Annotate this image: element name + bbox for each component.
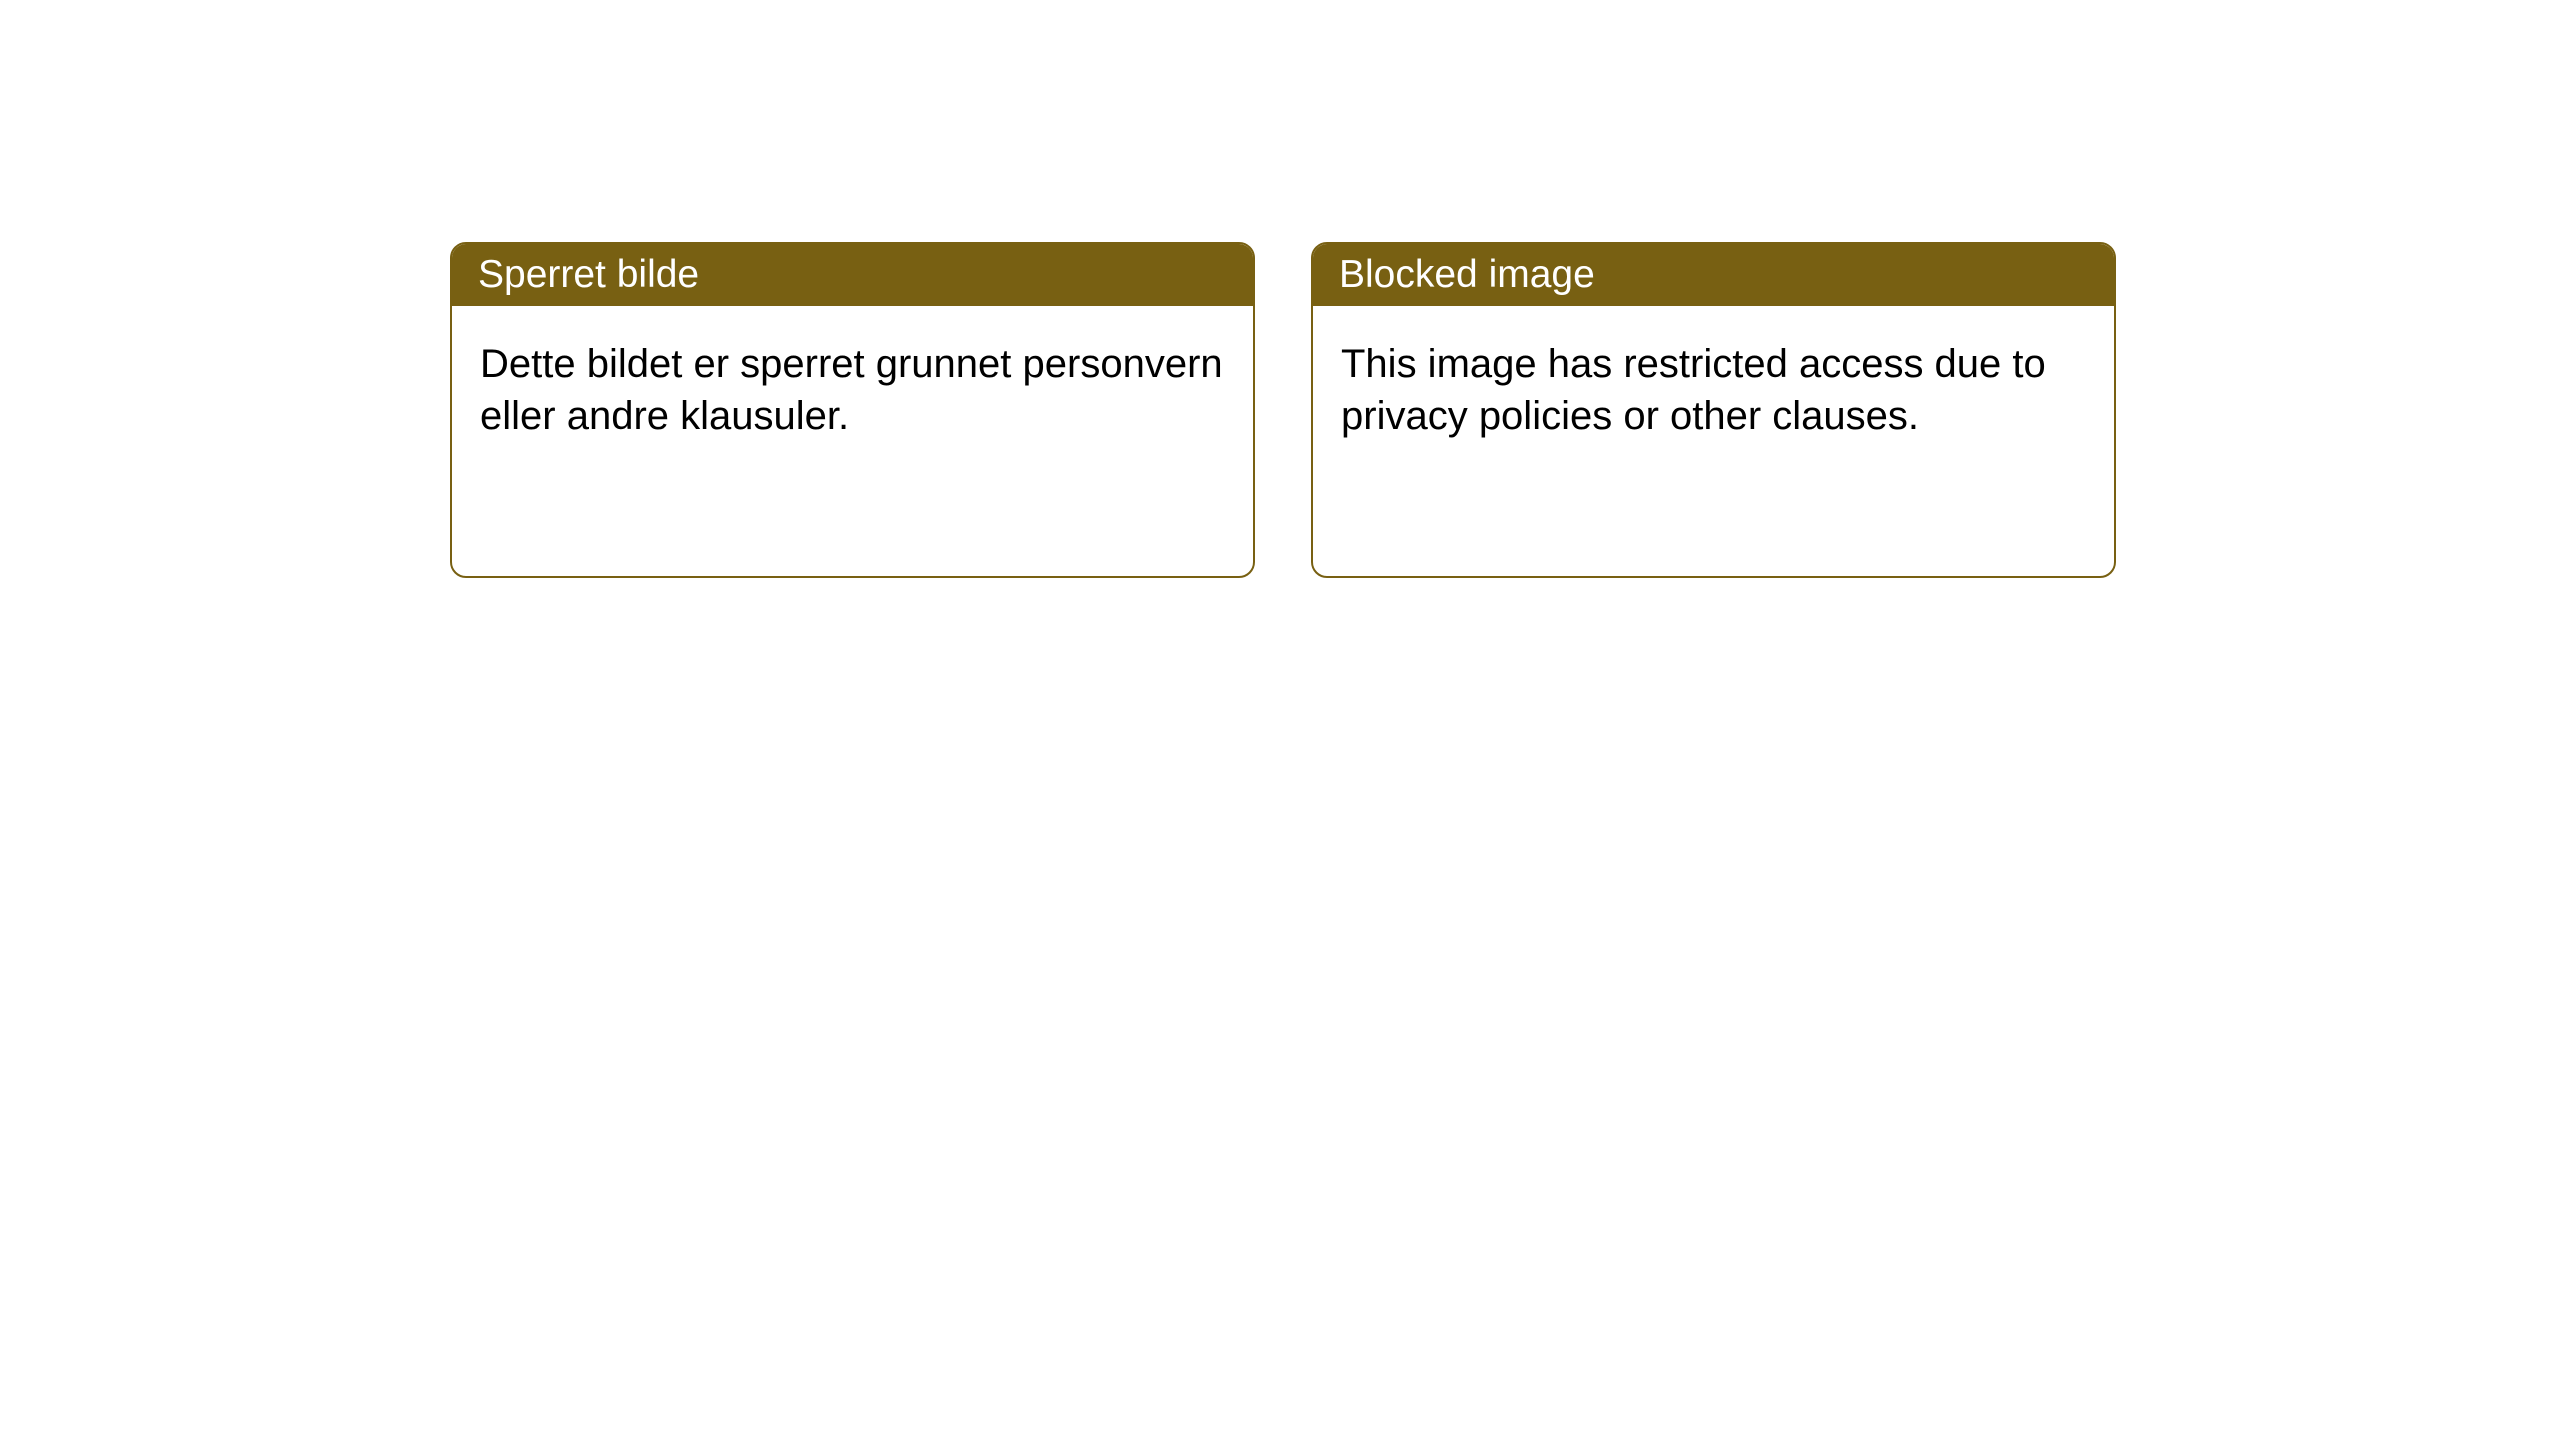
notice-body: This image has restricted access due to … xyxy=(1313,306,2114,474)
notice-message: This image has restricted access due to … xyxy=(1341,342,2046,438)
notice-title: Blocked image xyxy=(1339,253,1595,296)
notice-message: Dette bildet er sperret grunnet personve… xyxy=(480,342,1223,438)
notice-body: Dette bildet er sperret grunnet personve… xyxy=(452,306,1253,474)
notice-card-norwegian: Sperret bilde Dette bildet er sperret gr… xyxy=(450,242,1255,578)
notice-title: Sperret bilde xyxy=(478,253,699,296)
notice-container: Sperret bilde Dette bildet er sperret gr… xyxy=(450,242,2116,578)
notice-header: Blocked image xyxy=(1313,244,2114,306)
notice-header: Sperret bilde xyxy=(452,244,1253,306)
notice-card-english: Blocked image This image has restricted … xyxy=(1311,242,2116,578)
